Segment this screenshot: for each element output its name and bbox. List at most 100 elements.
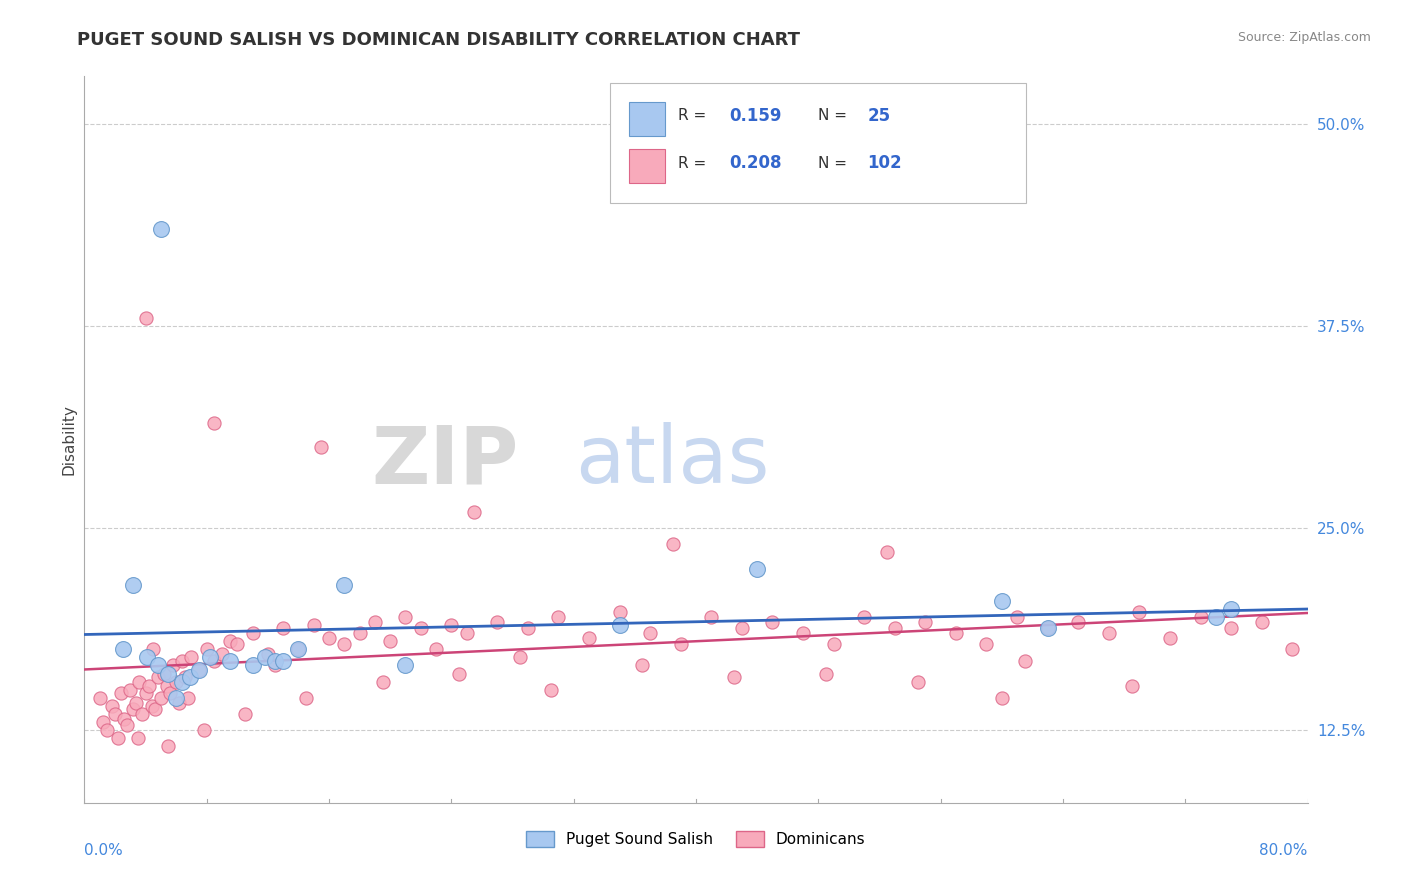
Point: [136, 650, 159, 665]
Point: [456, 626, 478, 640]
Point: [1098, 626, 1121, 640]
Point: [287, 642, 309, 657]
Point: [146, 670, 169, 684]
Point: [295, 690, 318, 705]
Point: [883, 621, 905, 635]
Point: [669, 638, 692, 652]
Text: 0.0%: 0.0%: [84, 843, 124, 858]
Point: [120, 682, 142, 697]
Point: [122, 578, 145, 592]
Point: [333, 578, 356, 592]
FancyBboxPatch shape: [610, 83, 1026, 203]
Point: [198, 650, 221, 665]
Point: [172, 674, 194, 689]
Point: [153, 666, 176, 681]
Point: [540, 682, 562, 697]
Point: [638, 626, 661, 640]
Point: [101, 698, 124, 713]
Point: [578, 631, 600, 645]
Point: [157, 739, 180, 754]
Point: [202, 654, 225, 668]
Point: [193, 723, 215, 737]
Point: [486, 615, 509, 629]
Text: 25: 25: [868, 107, 890, 125]
Text: 0.208: 0.208: [728, 154, 782, 172]
Point: [1036, 621, 1059, 635]
Point: [177, 690, 200, 705]
Point: [991, 594, 1014, 608]
Point: [1036, 621, 1059, 635]
Point: [156, 680, 179, 694]
Point: [509, 650, 531, 665]
Point: [128, 674, 150, 689]
Point: [271, 654, 294, 668]
Point: [1189, 610, 1212, 624]
Point: [700, 610, 723, 624]
Point: [135, 311, 157, 326]
Point: [302, 618, 325, 632]
Point: [425, 642, 447, 657]
Point: [162, 658, 184, 673]
Point: [380, 634, 402, 648]
Point: [89, 690, 111, 705]
Point: [104, 706, 127, 721]
Point: [188, 663, 211, 677]
Point: [218, 634, 240, 648]
Point: [907, 674, 929, 689]
Point: [218, 654, 240, 668]
Point: [211, 647, 233, 661]
Point: [149, 222, 172, 236]
Point: [226, 638, 249, 652]
Point: [394, 610, 416, 624]
Point: [394, 658, 416, 673]
Point: [447, 666, 470, 681]
Point: [945, 626, 967, 640]
Y-axis label: Disability: Disability: [60, 404, 76, 475]
Point: [731, 621, 754, 635]
Point: [96, 723, 118, 737]
Point: [157, 666, 180, 681]
Point: [1121, 680, 1143, 694]
Point: [792, 626, 814, 640]
Point: [135, 686, 157, 700]
Point: [1220, 621, 1243, 635]
Point: [631, 658, 654, 673]
Text: 0.159: 0.159: [728, 107, 782, 125]
Text: N =: N =: [818, 108, 852, 123]
Point: [409, 621, 432, 635]
Point: [747, 561, 769, 575]
Point: [914, 615, 936, 629]
Text: 102: 102: [868, 154, 901, 172]
Point: [761, 615, 783, 629]
Point: [122, 702, 145, 716]
Point: [1128, 605, 1150, 619]
Point: [287, 642, 309, 657]
Point: [125, 696, 148, 710]
Text: ZIP: ZIP: [371, 422, 519, 500]
Text: atlas: atlas: [575, 422, 769, 500]
Point: [1220, 602, 1243, 616]
Text: 80.0%: 80.0%: [1260, 843, 1308, 858]
Point: [167, 696, 190, 710]
Point: [853, 610, 876, 624]
Point: [112, 712, 135, 726]
Point: [1067, 615, 1090, 629]
Point: [233, 706, 256, 721]
Point: [179, 670, 201, 684]
Point: [609, 618, 631, 632]
Point: [142, 642, 165, 657]
Point: [174, 670, 197, 684]
Point: [111, 642, 134, 657]
Point: [318, 631, 340, 645]
Bar: [628, 102, 665, 136]
Point: [91, 714, 114, 729]
Point: [814, 666, 837, 681]
Bar: [628, 149, 665, 183]
Text: R =: R =: [678, 108, 711, 123]
Point: [110, 686, 132, 700]
Point: [127, 731, 149, 746]
Text: PUGET SOUND SALISH VS DOMINICAN DISABILITY CORRELATION CHART: PUGET SOUND SALISH VS DOMINICAN DISABILI…: [77, 31, 800, 49]
Point: [1014, 654, 1036, 668]
Point: [165, 674, 187, 689]
Point: [976, 638, 998, 652]
